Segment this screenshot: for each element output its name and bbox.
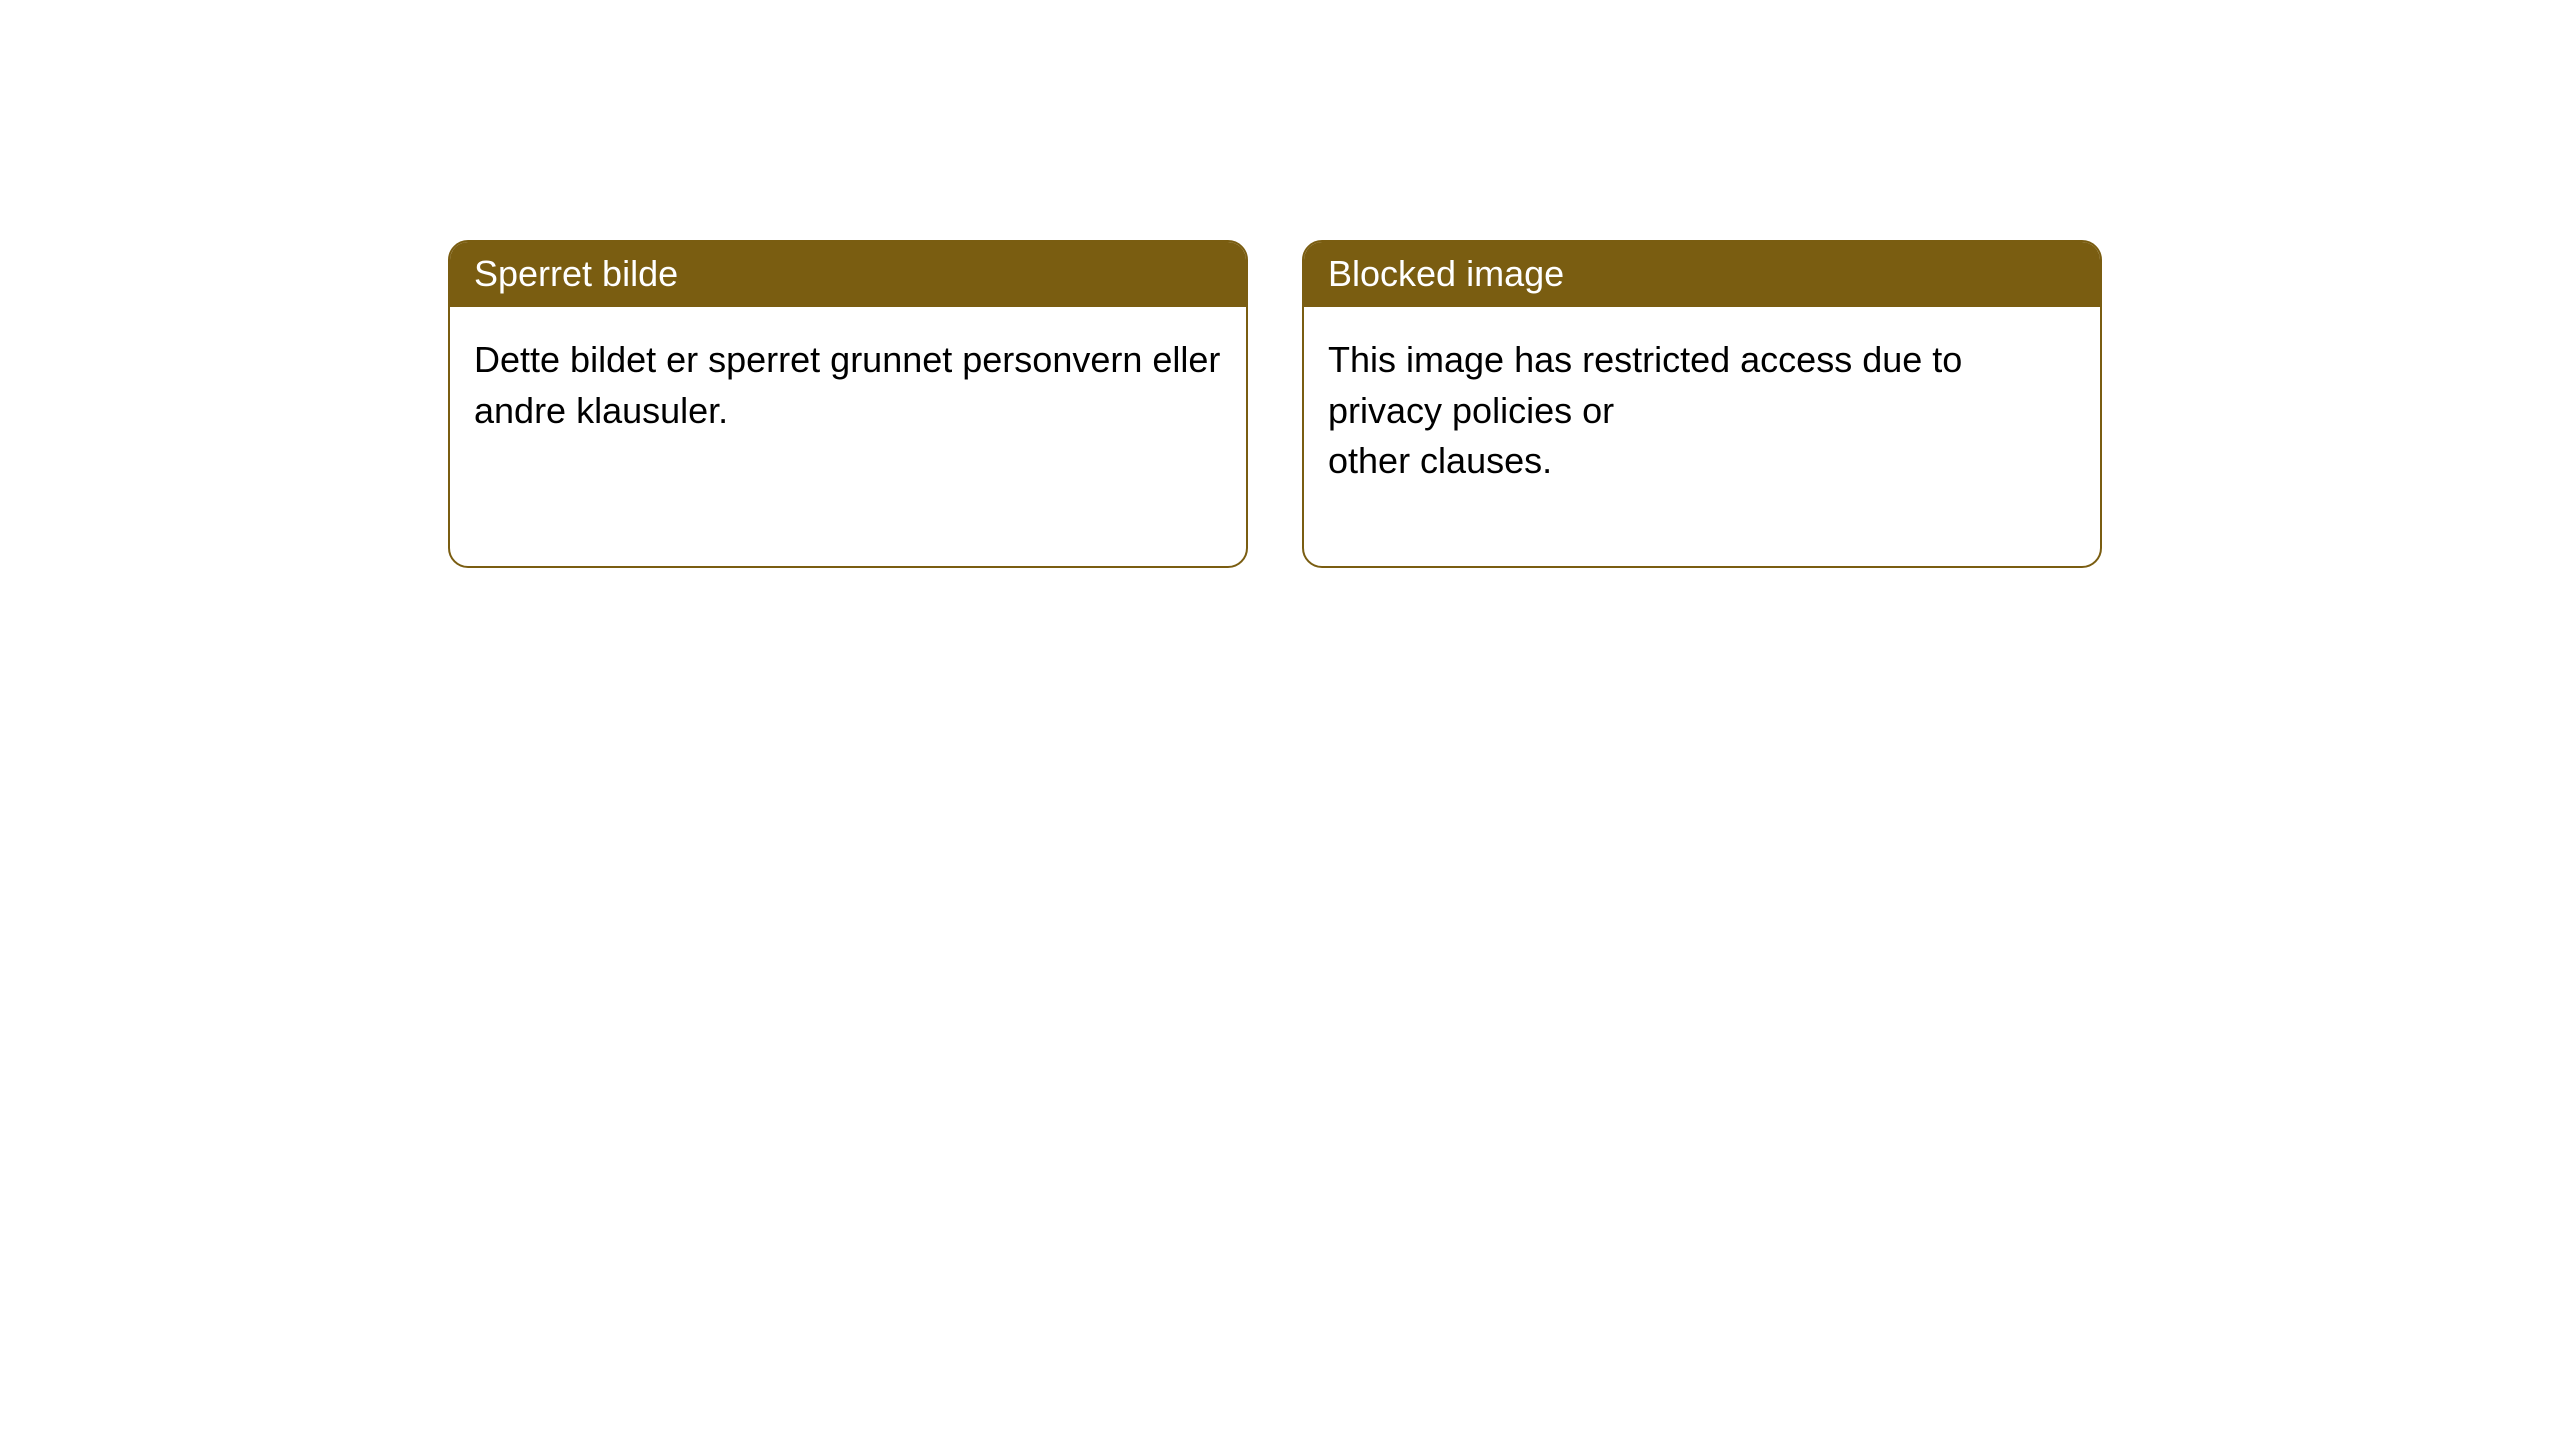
notice-body-english: This image has restricted access due to …	[1304, 307, 2100, 566]
notice-container: Sperret bilde Dette bildet er sperret gr…	[0, 0, 2560, 568]
notice-card-english: Blocked image This image has restricted …	[1302, 240, 2102, 568]
notice-title-english: Blocked image	[1304, 242, 2100, 307]
notice-body-norwegian: Dette bildet er sperret grunnet personve…	[450, 307, 1246, 516]
notice-title-norwegian: Sperret bilde	[450, 242, 1246, 307]
notice-card-norwegian: Sperret bilde Dette bildet er sperret gr…	[448, 240, 1248, 568]
